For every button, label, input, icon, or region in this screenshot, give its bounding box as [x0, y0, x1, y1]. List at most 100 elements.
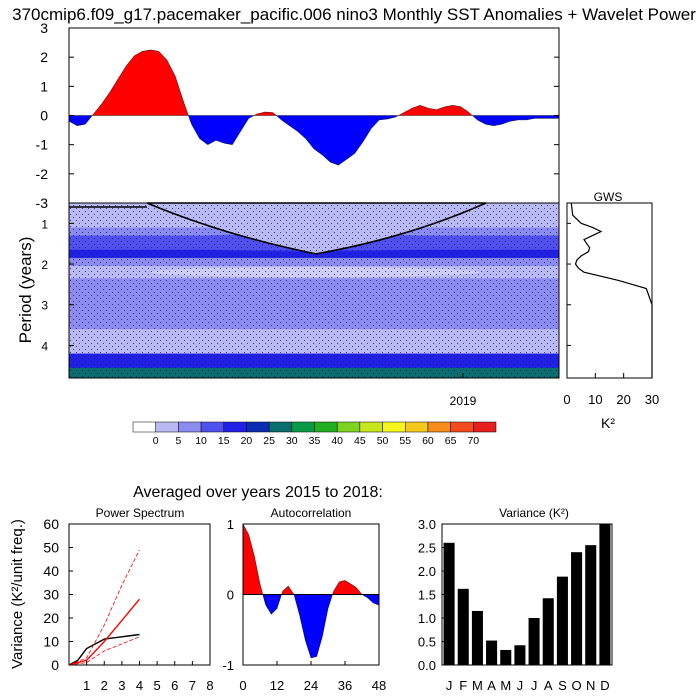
colorbar-label: 20 — [241, 435, 253, 447]
variance-month-label: M — [472, 678, 483, 693]
figure-title: 370cmip6.f09_g17.pacemaker_pacific.006 n… — [12, 5, 696, 24]
ps-x-tick-label: 1 — [83, 678, 90, 693]
colorbar-label: 55 — [399, 435, 411, 447]
colorbar-label: 60 — [422, 435, 434, 447]
ps-y-tick-label: 50 — [43, 540, 59, 556]
ps-y-tick-label: 40 — [43, 563, 59, 579]
colorbar-swatch — [382, 421, 406, 433]
gws-x-axis: 0 10 20 30 — [563, 222, 659, 407]
ps-x-tick-label: 8 — [206, 678, 213, 693]
colorbar-swatch — [246, 421, 270, 433]
variance-y-tick-label: 3.0 — [418, 517, 436, 532]
colorbar-swatch — [223, 421, 247, 433]
power-spectrum-title: Power Spectrum — [96, 506, 185, 520]
autocorrelation-fill — [242, 523, 380, 659]
autocorrelation-positive-lobe — [281, 585, 295, 595]
significance-stipple — [69, 203, 559, 378]
colorbar-swatch — [359, 421, 383, 433]
variance-month-label: N — [586, 678, 595, 693]
variance-y-tick-label: 2.5 — [418, 541, 436, 556]
autocorrelation-axes: 0 12 24 36 48 1 0 -1 — [222, 517, 386, 693]
colorbar-swatch — [178, 421, 202, 433]
ps-x-tick-label: 3 — [118, 678, 125, 693]
colorbar-swatch — [132, 421, 156, 433]
variance-month-label: J — [531, 678, 538, 693]
sst-anomaly-fill — [68, 49, 560, 166]
wavelet-x-tick-label: 2019 — [450, 394, 477, 408]
variance-y-tick-label: 2.0 — [418, 564, 436, 579]
variance-panel: Variance (K²) J F M A M J J A S O N D0.00.51.01.52.… — [418, 506, 613, 693]
variance-month-label: F — [459, 678, 467, 693]
sst-y-tick-label: -1 — [36, 137, 49, 153]
autocorrelation-title: Autocorrelation — [271, 506, 352, 520]
variance-month-label: O — [572, 678, 582, 693]
variance-bar-5 — [514, 645, 526, 665]
gws-title: GWS — [594, 190, 623, 204]
gws-x-tick-label: 10 — [588, 392, 602, 407]
variance-bar-3 — [486, 640, 498, 665]
variance-y-tick-label: 1.5 — [418, 588, 436, 603]
variance-bar-2 — [471, 610, 483, 665]
ac-x-tick-label: 36 — [338, 678, 352, 693]
period-tick-label: 4 — [41, 339, 48, 353]
ps-y-tick-label: 0 — [51, 657, 59, 673]
sst-y-tick-label: 2 — [40, 49, 48, 65]
ac-x-tick-label: 48 — [372, 678, 386, 693]
colorbar-swatch — [427, 421, 451, 433]
variance-bar-8 — [556, 576, 568, 665]
ps-y-tick-label: 10 — [43, 634, 59, 650]
colorbar-swatch — [405, 421, 429, 433]
sst-y-tick-label: 0 — [40, 108, 48, 124]
variance-month-label: A — [487, 678, 496, 693]
variance-bar-9 — [571, 552, 583, 665]
variance-axes: J F M A M J J A S O N D0.00.51.01.52.02.53.0 — [418, 517, 610, 693]
colorbar-swatch — [155, 421, 179, 433]
gws-x-tick-label: 20 — [616, 392, 630, 407]
sst-anomaly-positive-lobe — [91, 49, 189, 116]
gws-x-label: K² — [601, 415, 615, 431]
sst-y-tick-label: -3 — [36, 195, 49, 211]
period-tick-label: 3 — [41, 299, 48, 313]
colorbar-label: 40 — [331, 435, 343, 447]
ac-y-tick-label: -1 — [222, 658, 234, 673]
autocorrelation-positive-lobe — [242, 523, 264, 595]
colorbar-swatch — [314, 421, 338, 433]
gws-panel: GWS 0 10 20 30 K² — [563, 190, 659, 431]
ps-y-tick-label: 30 — [43, 587, 59, 603]
sst-anomaly-negative-lobe — [471, 115, 560, 126]
colorbar-label: 45 — [354, 435, 366, 447]
sst-y-tick-label: 3 — [40, 20, 48, 36]
wavelet-period-axis: 1 2 3 4 — [41, 217, 74, 353]
ac-y-tick-label: 1 — [227, 517, 234, 532]
gws-x-tick-label: 0 — [563, 392, 570, 407]
colorbar-swatch — [268, 421, 293, 433]
sst-anomaly-y-axis: 3 2 1 0 -1 -2 -3 — [36, 20, 559, 211]
variance-month-label: M — [500, 678, 511, 693]
wavelet-colorbar: 0 5 10 15 20 25 30 35 40 45 50 55 60 65 70 — [132, 421, 497, 447]
colorbar-label: 0 — [153, 435, 159, 447]
variance-bar-1 — [457, 588, 469, 665]
power-spectrum-series-spectrum — [68, 633, 140, 666]
averaged-caption: Averaged over years 2015 to 2018: — [133, 484, 383, 501]
ps-x-tick-label: 2 — [101, 678, 108, 693]
variance-y-tick-label: 0.5 — [418, 635, 436, 650]
colorbar-label: 10 — [195, 435, 207, 447]
colorbar-swatch — [336, 421, 361, 433]
colorbar-swatch — [450, 421, 474, 433]
colorbar-swatch — [291, 421, 315, 433]
colorbar-label: 50 — [377, 435, 389, 447]
wavelet-frame — [68, 202, 560, 379]
colorbar-label: 35 — [309, 435, 321, 447]
autocorrelation-negative-lobe — [262, 594, 282, 615]
ac-x-tick-label: 0 — [239, 678, 246, 693]
variance-bars — [443, 524, 611, 665]
sst-anomaly-negative-lobe — [68, 115, 93, 126]
sst-anomaly-positive-lobe — [398, 105, 473, 116]
power-spectrum-series-upper-bound — [68, 549, 140, 666]
variance-month-label: J — [517, 678, 524, 693]
period-tick-label: 2 — [41, 258, 48, 272]
variance-y-tick-label: 1.0 — [418, 611, 436, 626]
variance-bar-10 — [585, 545, 597, 665]
power-spectrum-series-lower-bound — [68, 636, 140, 666]
